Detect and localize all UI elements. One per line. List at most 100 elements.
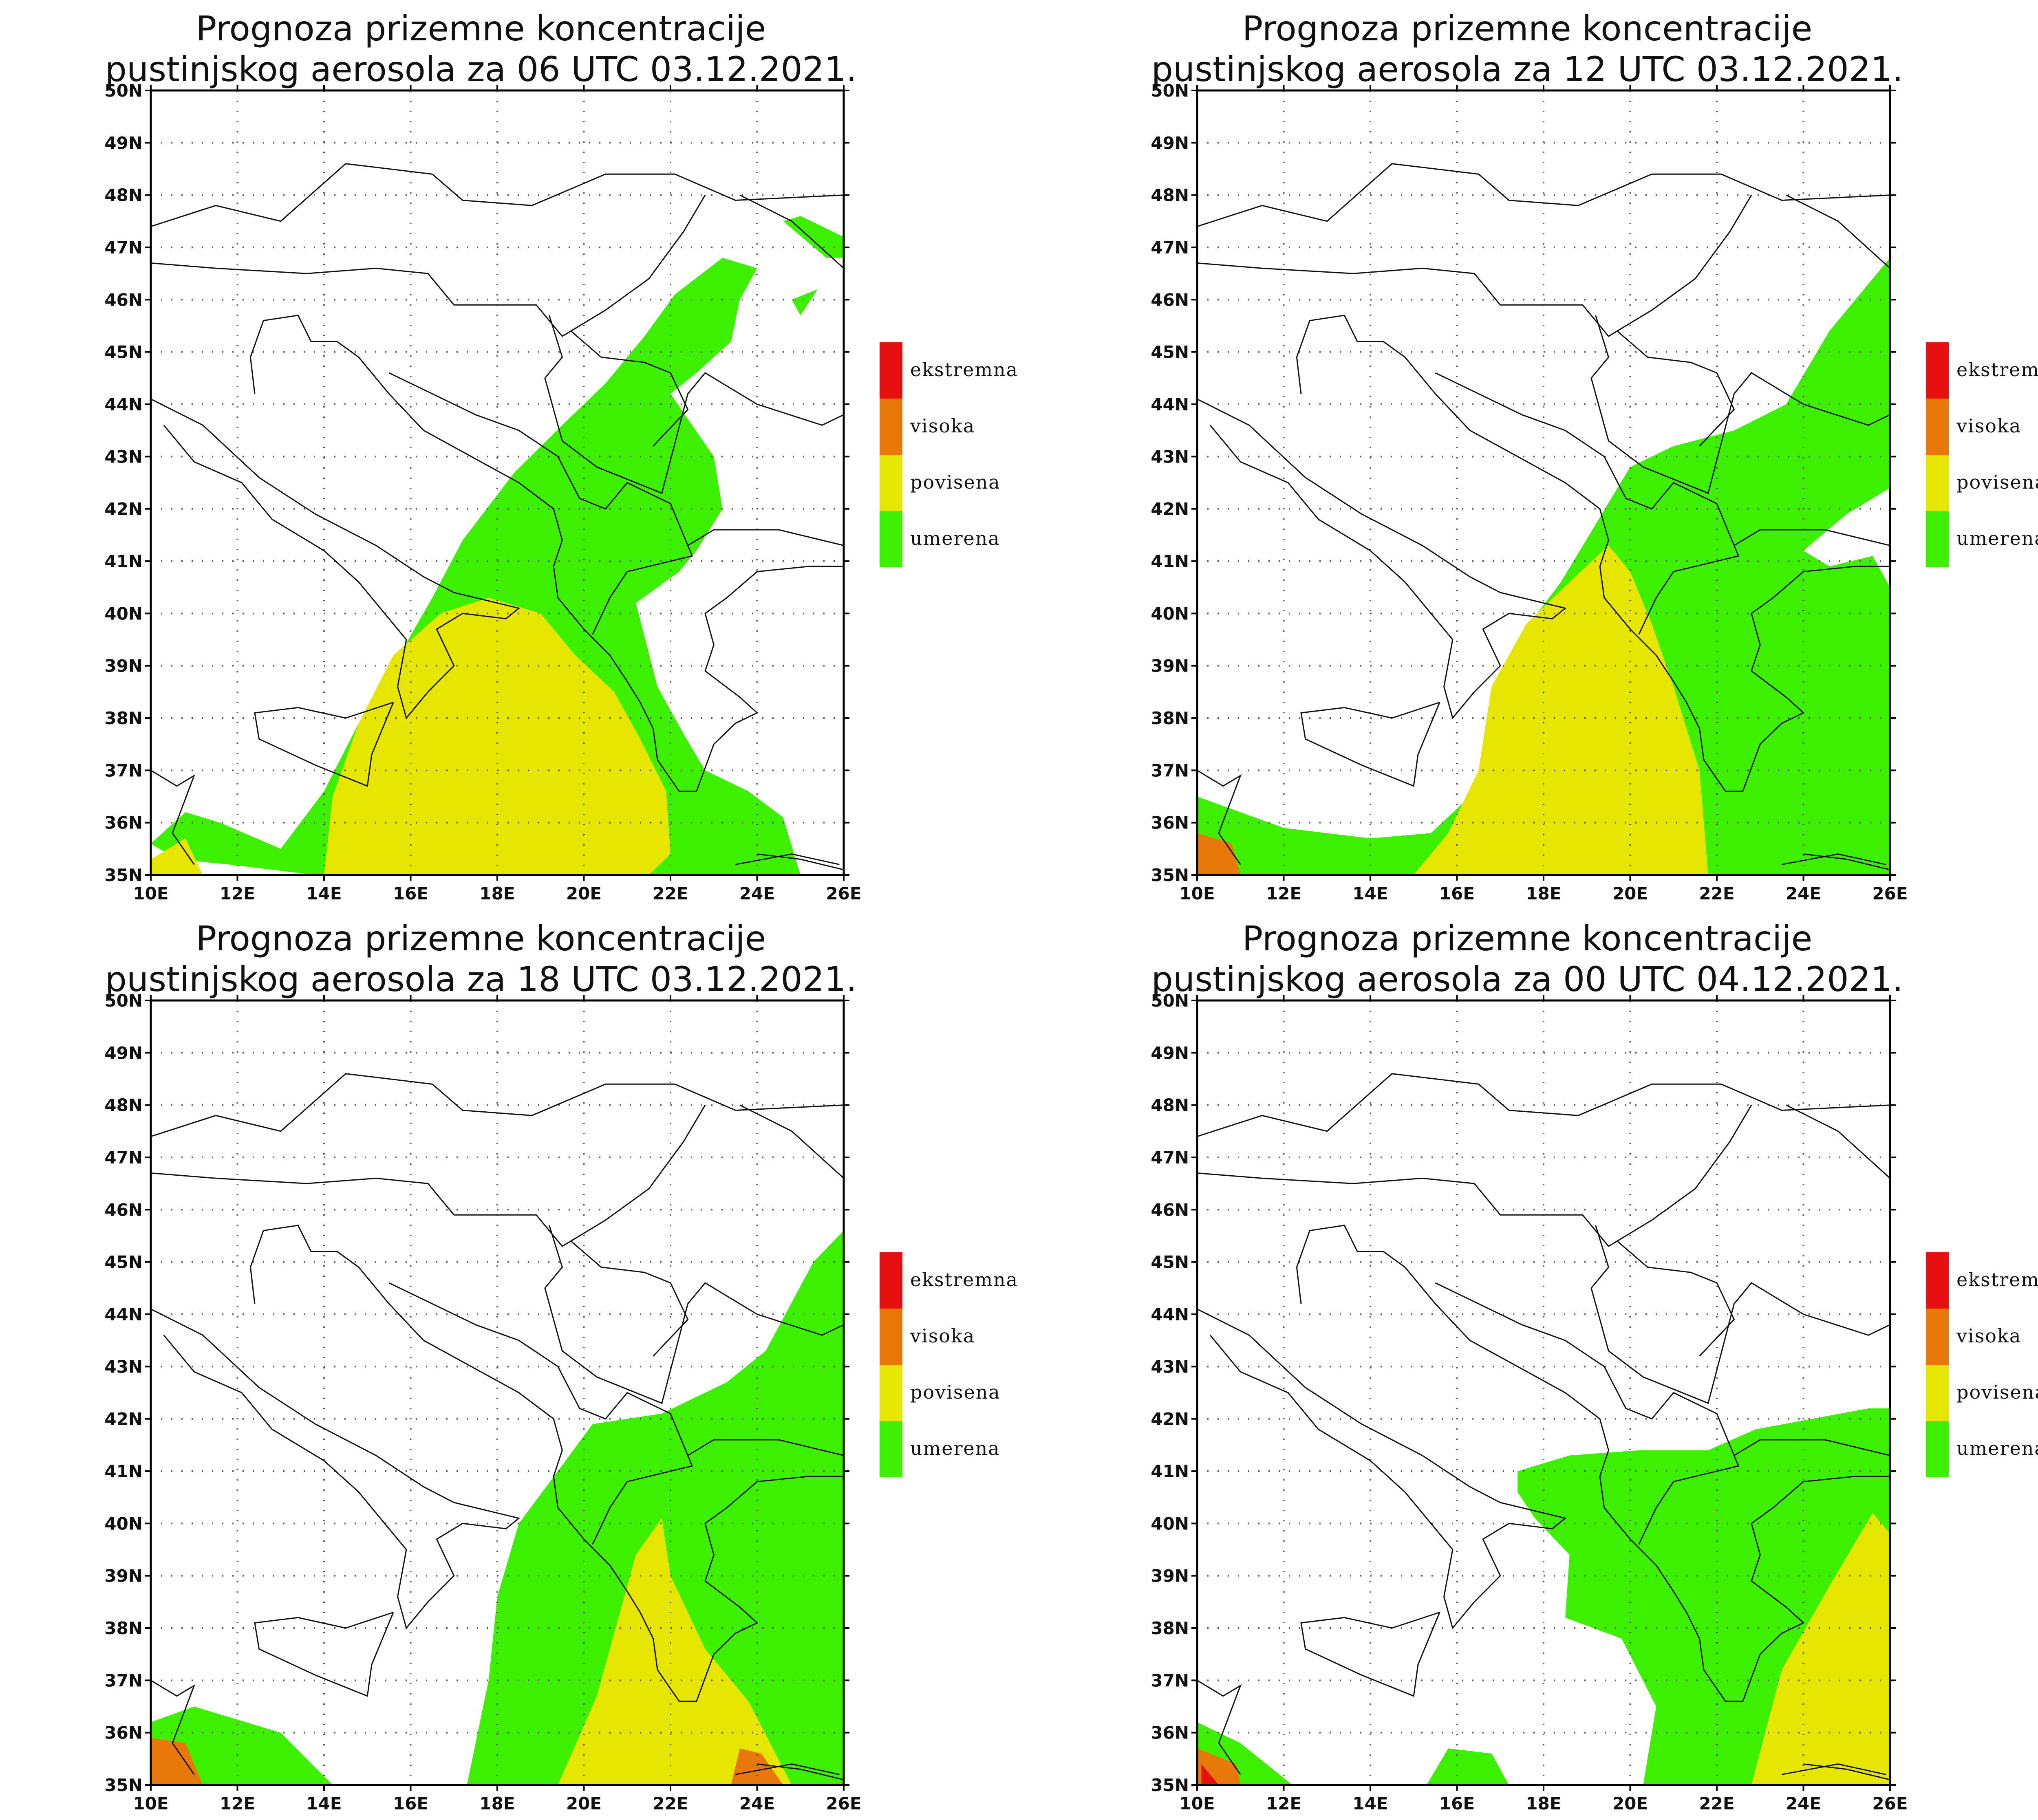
- legend: ekstremna visoka povisena umerena: [880, 342, 1018, 567]
- lat-label: 39N: [104, 1566, 143, 1586]
- boundary-line: [1435, 1282, 1740, 1545]
- lat-label: 47N: [1151, 1148, 1189, 1168]
- lat-label: 41N: [104, 1461, 143, 1481]
- lat-label: 41N: [1151, 1461, 1189, 1481]
- boundary-line: [1197, 163, 1890, 227]
- legend-swatch: [1926, 399, 1949, 455]
- lat-label: 42N: [104, 499, 143, 519]
- map-content: [151, 1000, 844, 1785]
- legend-swatch: [880, 342, 902, 399]
- lat-label: 44N: [1151, 1304, 1189, 1324]
- lon-label: 12E: [1266, 1794, 1301, 1813]
- lon-label: 10E: [133, 1794, 168, 1813]
- lat-label: 36N: [1151, 813, 1189, 833]
- legend-swatch: [1926, 1421, 1949, 1477]
- legend-label: umerena: [910, 1437, 1000, 1459]
- boundary-line: [151, 1680, 196, 1775]
- legend-swatch: [1926, 455, 1949, 511]
- boundary-line: [1296, 315, 1890, 792]
- umerena-area: [792, 289, 818, 315]
- boundary-line: [1197, 398, 1567, 720]
- lon-label: 18E: [479, 884, 515, 903]
- lat-label: 49N: [1151, 1043, 1189, 1063]
- boundary-line: [1300, 702, 1440, 787]
- legend-swatch: [1926, 511, 1949, 567]
- boundary-line: [1300, 1612, 1440, 1697]
- boundary-line: [1590, 315, 1890, 494]
- legend-label: ekstremna: [910, 359, 1018, 381]
- boundary-line: [1197, 770, 1242, 865]
- legend-swatch: [880, 1365, 902, 1421]
- boundary-line: [1296, 1225, 1890, 1702]
- boundary-line: [249, 1225, 844, 1702]
- lat-label: 45N: [1151, 1252, 1189, 1272]
- boundary-line: [1435, 372, 1740, 635]
- legend-swatch: [1926, 1309, 1949, 1365]
- legend: ekstremna visoka povisena umerena: [1926, 1252, 2038, 1477]
- lon-label: 14E: [306, 1794, 342, 1813]
- boundary-line: [739, 1104, 844, 1179]
- legend-swatch: [1926, 1365, 1949, 1421]
- lat-label: 50N: [104, 991, 143, 1011]
- legend-label: visoka: [1956, 1325, 2021, 1347]
- lon-label: 26E: [1872, 1794, 1908, 1813]
- lat-label: 43N: [104, 447, 143, 467]
- boundary-line: [1197, 1308, 1567, 1630]
- boundary-line: [249, 315, 844, 792]
- boundary-line: [151, 1104, 706, 1247]
- legend-label: povisena: [1956, 1381, 2038, 1403]
- map-content: [151, 90, 844, 875]
- title-line2: pustinjskog aerosola za 18 UTC 03.12.202…: [105, 959, 857, 999]
- lat-label: 40N: [1151, 1514, 1189, 1534]
- lat-label: 37N: [104, 760, 143, 780]
- legend-label: ekstremna: [1956, 1269, 2038, 1291]
- boundary-line: [1590, 1225, 1890, 1404]
- lon-label: 16E: [393, 884, 428, 903]
- lat-label: 48N: [1151, 185, 1189, 205]
- lon-label: 22E: [1699, 1794, 1734, 1813]
- legend-label: povisena: [910, 1381, 1001, 1403]
- panel-title: Prognoza prizemne koncentracije pustinjs…: [94, 918, 868, 1000]
- umerena-area: [151, 258, 801, 875]
- lat-label: 49N: [1151, 133, 1189, 153]
- povisena-area: [1751, 1513, 1890, 1785]
- lon-label: 20E: [566, 884, 602, 903]
- lon-label: 10E: [133, 884, 168, 903]
- boundary-line: [1617, 331, 1735, 447]
- lat-label: 44N: [1151, 394, 1189, 414]
- boundary-line: [1197, 1104, 1752, 1247]
- lon-label: 18E: [1526, 884, 1561, 903]
- lat-label: 43N: [1151, 447, 1189, 467]
- lat-label: 46N: [104, 290, 143, 310]
- lon-label: 14E: [1352, 884, 1388, 903]
- legend-label: ekstremna: [910, 1269, 1018, 1291]
- lat-label: 42N: [104, 1409, 143, 1429]
- lon-label: 22E: [653, 1794, 688, 1813]
- boundary-line: [739, 194, 844, 269]
- legend-swatch: [880, 1252, 902, 1309]
- legend-label: visoka: [1956, 415, 2021, 437]
- boundary-line: [1734, 1439, 1890, 1456]
- boundary-line: [1197, 194, 1752, 337]
- ekstremna-area: [1201, 1764, 1219, 1785]
- lat-label: 43N: [104, 1357, 143, 1377]
- lon-label: 20E: [566, 1794, 602, 1813]
- boundary-line: [1803, 1763, 1890, 1780]
- lon-label: 14E: [306, 884, 342, 903]
- lat-label: 39N: [1151, 1566, 1189, 1586]
- map-panel-3: Prognoza prizemne koncentracije pustinjs…: [0, 910, 1046, 1820]
- visoka-area: [151, 1738, 203, 1785]
- boundary-line: [735, 853, 840, 865]
- boundary-line: [1617, 1241, 1735, 1357]
- lon-label: 18E: [479, 1794, 515, 1813]
- legend-label: umerena: [910, 527, 1000, 549]
- lat-label: 41N: [1151, 551, 1189, 571]
- lon-label: 26E: [1872, 884, 1908, 903]
- map-panel-2: Prognoza prizemne koncentracije pustinjs…: [1046, 0, 2038, 910]
- lat-label: 38N: [104, 708, 143, 728]
- umerena-area: [151, 1706, 333, 1785]
- umerena-area: [467, 1230, 844, 1785]
- legend-label: umerena: [1956, 1437, 2038, 1459]
- lon-label: 18E: [1526, 1794, 1561, 1813]
- lat-label: 41N: [104, 551, 143, 571]
